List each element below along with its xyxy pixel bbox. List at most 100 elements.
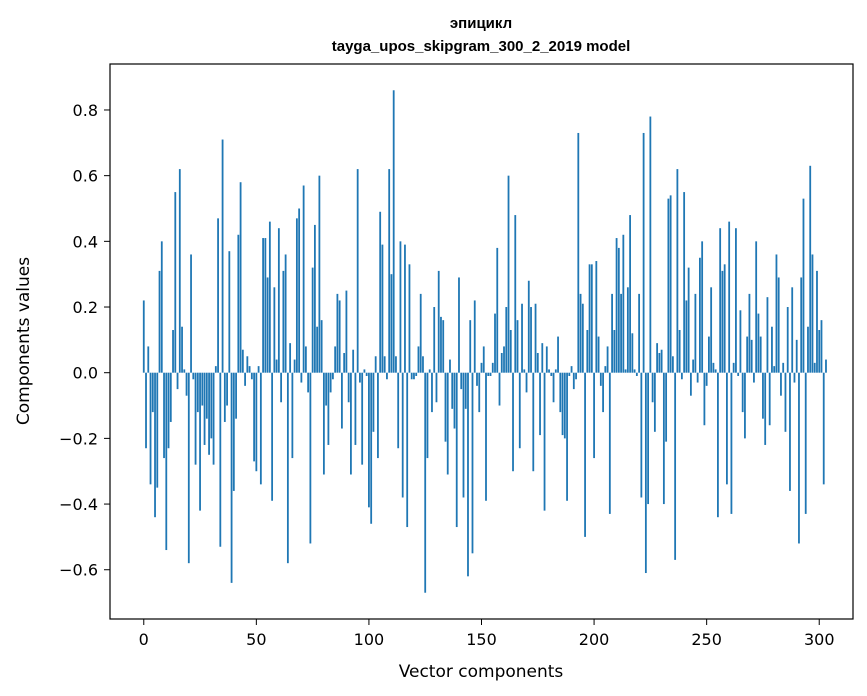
bar [822,372,825,485]
bar [798,372,800,544]
bar [784,372,787,432]
bar [246,356,249,373]
bar [302,185,305,373]
bar [744,372,746,439]
bar [757,313,760,373]
bar [235,372,237,419]
bar [469,320,472,373]
bar [507,175,510,373]
bar [208,372,210,455]
bar [818,330,821,373]
bar [183,369,186,373]
y-tick-label: −0.6 [59,561,98,580]
bar [509,330,512,373]
bar [604,366,607,373]
bar [313,224,316,373]
bar [530,307,532,373]
bar [487,372,490,376]
bar [737,372,740,376]
bar [791,287,794,373]
bar [172,330,174,373]
bar [503,346,505,373]
bar [638,293,641,373]
chart-title: эпицикл [450,15,512,32]
bar [480,362,483,373]
bar [595,261,598,373]
bar [478,372,481,413]
bar [635,372,638,376]
bar [485,372,487,501]
bar [361,372,364,465]
bar [327,372,330,445]
bar [325,372,328,406]
bar [147,346,150,373]
bar [807,326,809,373]
bar [588,264,591,373]
bar [793,372,796,383]
bar [437,270,440,373]
bar [514,215,517,373]
bar [615,238,618,373]
bar [413,372,415,380]
bar [494,313,496,373]
bar [196,372,199,413]
bar [624,369,627,373]
bar [356,169,359,373]
bar [777,277,780,373]
bar [498,372,501,406]
bar [617,247,620,373]
y-tick-label: −0.2 [59,429,98,448]
bars-group [142,90,827,593]
bar [176,372,179,390]
bar [656,343,659,373]
bar [226,372,228,406]
bar [338,300,341,373]
bar [300,372,303,383]
bar [561,372,564,436]
bar [426,372,429,459]
bar [185,372,188,396]
bar [647,372,650,505]
bar [696,372,699,383]
bar [250,372,253,380]
bar [629,215,631,373]
bar [309,372,312,544]
bar [277,228,280,373]
bar [500,352,503,373]
bar [390,274,393,373]
x-tick-label: 100 [354,630,385,649]
bar [568,372,571,376]
bar [282,270,285,373]
bar [653,372,656,432]
bar [554,369,557,373]
bar [190,254,192,373]
bar [541,343,544,373]
bar [816,270,818,373]
x-axis-label: Vector components [399,662,564,682]
bar [620,293,622,373]
bar [322,372,325,475]
x-axis-ticks: 0 50 100 150 200 250 300 [139,619,835,649]
bar [239,182,242,373]
bar [449,359,451,373]
bar [694,293,697,373]
bar [671,356,674,373]
bar [354,372,357,445]
bar [606,346,609,373]
y-axis-label: Components values [14,257,34,425]
x-tick-label: 200 [579,630,610,649]
bar [304,346,307,373]
bar [762,372,764,419]
bar [280,372,283,403]
bar [253,372,255,462]
bar [491,362,494,373]
bar [746,336,749,373]
x-tick-label: 0 [139,630,149,649]
bar [548,369,550,373]
y-tick-label: 0.8 [73,101,98,120]
bar [651,372,654,403]
bar [728,221,731,373]
bar [307,372,310,393]
bar [476,372,478,386]
y-tick-label: 0.2 [73,298,98,317]
